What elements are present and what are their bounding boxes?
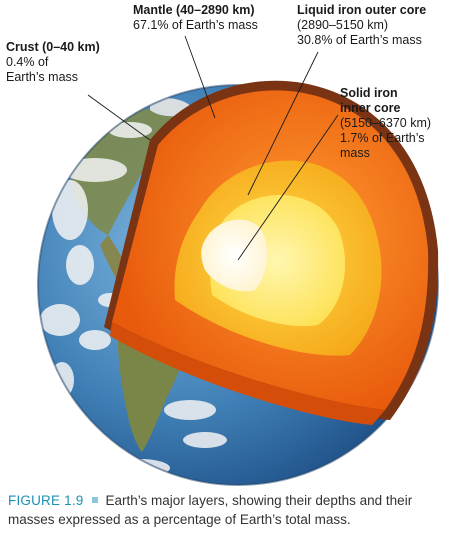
mantle-label-name: Mantle (40–2890 km) (133, 3, 255, 17)
cloud-cover (40, 122, 227, 477)
earth-layers-diagram (37, 35, 439, 486)
figure-number: FIGURE 1.9 (8, 493, 84, 508)
globe-edge (37, 84, 439, 486)
crust-label-mass: 0.4% of (6, 55, 49, 69)
caption-separator-icon (91, 497, 98, 504)
inner-core-label-name-cont: inner core (340, 101, 401, 115)
crust-label-name: Crust (0–40 km) (6, 40, 100, 54)
outer-core-label-name: Liquid iron outer core (297, 3, 427, 17)
inner-core-label: Solid iron inner core (5150–6370 km) 1.7… (340, 86, 431, 161)
outer-core-label-depth: (2890–5150 km) (297, 18, 389, 32)
cutaway (104, 80, 439, 425)
inner-core-label-mass-cont: mass (340, 146, 370, 160)
caption-text: Earth’s major layers, showing their dept… (8, 493, 413, 527)
mantle-label: Mantle (40–2890 km) 67.1% of Earth’s mas… (133, 3, 258, 33)
outer-core-leader-line (247, 51, 319, 196)
core-center (201, 219, 268, 292)
inner-core-leader-line (237, 114, 339, 261)
crust-label-mass-cont: Earth’s mass (6, 70, 79, 84)
mantle-leader-line (184, 35, 216, 119)
mantle-lower-face (110, 322, 385, 425)
crust-label: Crust (0–40 km) 0.4% of Earth’s mass (6, 40, 100, 85)
crust-leader-line (87, 94, 151, 141)
leader-lines (87, 35, 339, 261)
outer-core-label-mass: 30.8% of Earth’s mass (297, 33, 422, 47)
outer-core-label: Liquid iron outer core (2890–5150 km) 30… (297, 3, 426, 48)
inner-core-label-mass: 1.7% of Earth’s (340, 131, 425, 145)
mantle-label-mass: 67.1% of Earth’s mass (133, 18, 258, 32)
inner-core-label-name: Solid iron (340, 86, 398, 100)
figure-caption: FIGURE 1.9 Earth’s major layers, showing … (8, 491, 448, 529)
inner-core-label-depth: (5150–6370 km) (340, 116, 432, 130)
